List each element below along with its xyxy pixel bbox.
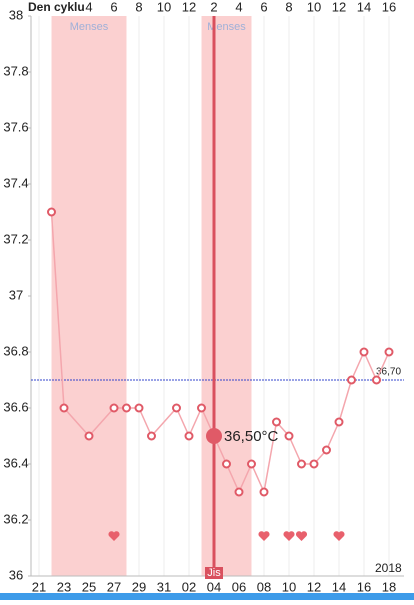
heart: [333, 531, 345, 541]
line-segment: [288, 435, 303, 465]
cycle-day-label: 6: [260, 0, 267, 14]
line-segment: [325, 421, 340, 451]
top-axis-title: Den cyklu: [28, 0, 85, 14]
heart: [108, 531, 120, 541]
y-tick-label: 36: [9, 567, 23, 582]
x-tick-label: 02: [182, 579, 196, 594]
point: [134, 403, 144, 413]
y-tick-label: 37.8: [3, 63, 28, 78]
point: [359, 347, 369, 357]
x-tick-label: 04: [207, 579, 221, 594]
point: [309, 459, 319, 469]
y-tick-label: 37.6: [3, 119, 28, 134]
point: [234, 487, 244, 497]
line-segment: [350, 351, 365, 381]
year: 2018: [375, 561, 402, 575]
today-badge: [205, 567, 223, 579]
line-segment: [363, 351, 378, 381]
point: [184, 431, 194, 441]
line-segment: [50, 211, 65, 409]
point: [334, 417, 344, 427]
y-tick-label: 36.4: [3, 455, 28, 470]
x-tick-label: 14: [332, 579, 346, 594]
line-segment: [188, 407, 203, 437]
band-label: Menses: [70, 21, 109, 33]
heart: [258, 531, 270, 541]
x-tick-label: 27: [107, 579, 121, 594]
x-tick-label: 23: [57, 579, 71, 594]
line-segment: [138, 407, 153, 437]
cycle-day-label: 14: [357, 0, 371, 14]
point: [222, 459, 231, 469]
heart: [283, 531, 295, 541]
point: [372, 375, 381, 385]
y-tick-label: 37: [9, 287, 23, 302]
today-label: Jis: [207, 567, 221, 579]
line-segment: [150, 407, 178, 437]
x-tick-label: 18: [382, 579, 396, 594]
line-segment: [238, 463, 253, 493]
cycle-day-label: 4: [85, 0, 92, 14]
line-segment: [250, 463, 265, 493]
point: [297, 459, 306, 469]
x-tick-label: 08: [257, 579, 271, 594]
point: [122, 403, 131, 413]
point: [259, 487, 269, 497]
cycle-day-label: 8: [285, 0, 292, 14]
line-segment: [175, 407, 190, 437]
cycle-day-label: 10: [157, 0, 171, 14]
x-tick-label: 10: [282, 579, 296, 594]
menses-band: [51, 16, 127, 576]
point: [284, 431, 294, 441]
cycle-day-label: 8: [135, 0, 142, 14]
line-segment: [63, 407, 90, 437]
heart: [295, 531, 308, 541]
point: [247, 459, 256, 469]
point: [322, 445, 331, 455]
line-segment: [263, 421, 278, 493]
line-segment: [338, 379, 353, 423]
selected-point: [206, 428, 222, 444]
cycle-day-label: 6: [110, 0, 117, 14]
point: [197, 403, 206, 413]
y-tick-label: 36.2: [3, 511, 28, 526]
y-tick-label: 38: [9, 7, 23, 22]
cycle-day-label: 10: [307, 0, 321, 14]
x-tick-label: 25: [82, 579, 96, 594]
line-segment: [88, 407, 115, 437]
bottom-bar: [0, 593, 414, 600]
cycle-day-label: 12: [332, 0, 346, 14]
point: [84, 431, 94, 441]
y-tick-label: 36.8: [3, 343, 28, 358]
point: [59, 403, 69, 413]
x-tick-label: 31: [157, 579, 171, 594]
x-tick-label: 06: [232, 579, 246, 594]
point: [172, 403, 181, 413]
line-segment: [225, 463, 240, 493]
line-segment: [375, 351, 390, 381]
point: [109, 403, 119, 413]
selected-label: 36,50°C: [224, 428, 279, 445]
x-tick-label: 21: [32, 579, 46, 594]
point: [384, 347, 394, 357]
point: [47, 207, 56, 217]
y-tick-label: 36.6: [3, 399, 28, 414]
point: [272, 417, 281, 427]
point: [147, 431, 156, 441]
x-tick-label: 16: [357, 579, 371, 594]
cycle-day-label: 16: [382, 0, 396, 14]
cycle-day-label: 12: [182, 0, 196, 14]
x-tick-label: 12: [307, 579, 321, 594]
band-label: Menses: [207, 21, 246, 33]
coverline-label: 36,70: [376, 367, 401, 378]
y-tick-label: 37.2: [3, 231, 28, 246]
cycle-day-label: 4: [235, 0, 242, 14]
y-tick-label: 37.4: [3, 175, 28, 190]
cycle-day-label: 2: [210, 0, 217, 14]
x-tick-label: 29: [132, 579, 146, 594]
point: [347, 375, 356, 385]
menses-band: [201, 16, 252, 576]
